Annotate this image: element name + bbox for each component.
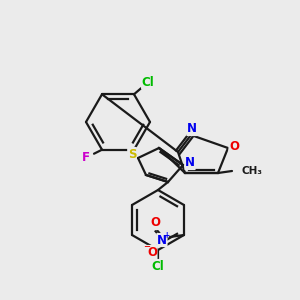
- Text: Cl: Cl: [142, 76, 154, 89]
- Text: O: O: [229, 140, 239, 152]
- Text: N: N: [157, 233, 167, 247]
- Text: N: N: [185, 157, 195, 169]
- Text: N: N: [187, 122, 197, 136]
- Text: Cl: Cl: [152, 260, 164, 272]
- Text: +: +: [163, 230, 169, 239]
- Text: F: F: [82, 151, 90, 164]
- Text: CH₃: CH₃: [241, 166, 262, 176]
- Text: S: S: [128, 148, 136, 160]
- Text: O: O: [147, 245, 157, 259]
- Text: O: O: [150, 217, 160, 230]
- Text: −: −: [143, 242, 151, 251]
